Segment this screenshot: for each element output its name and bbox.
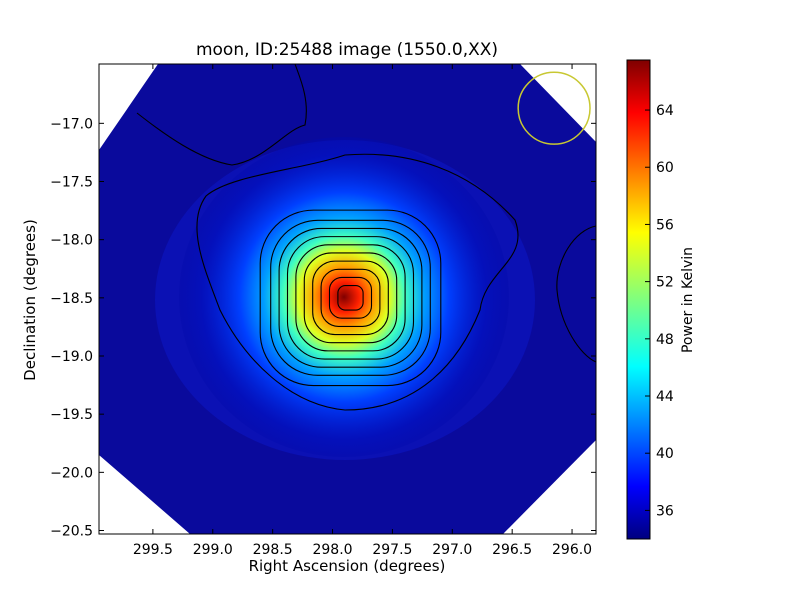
colorbar-tick-label: 36 [656,503,674,519]
colorbar-label: Power in Kelvin [680,247,696,353]
chart-title: moon, ID:25488 image (1550.0,XX) [196,40,498,60]
colorbar-tick-label: 64 [656,103,674,119]
y-tick-label: −17.0 [50,116,93,132]
y-tick-label: −20.5 [50,524,93,540]
plot-frame [98,63,597,535]
source-glow [179,137,509,457]
x-axis-label: Right Ascension (degrees) [249,557,446,575]
contour-ring [270,219,431,376]
x-tick-label: 298.5 [253,542,293,558]
y-tick-label: −17.5 [50,175,93,191]
colorbar-tick-label: 60 [656,160,674,176]
beam-marker [517,71,591,145]
colorbar-ticks: 36 40 44 48 52 56 60 64 [645,103,674,519]
contour-ring [286,236,415,360]
y-tick-label: −18.0 [50,233,93,249]
x-tick-label: 297.0 [432,542,472,558]
contour-northwest [136,64,307,166]
contour-ring [278,227,423,368]
x-tick-label: 296.5 [492,542,532,558]
colorbar-tick-label: 48 [656,332,674,348]
y-tick-label: −19.0 [50,349,93,365]
contour-ring [337,285,364,311]
x-axis: 299.5 299.0 298.5 298.0 297.5 297.0 296.5 296.0 [133,64,592,558]
x-tick-label: 296.0 [552,542,592,558]
y-tick-label: −18.5 [50,291,93,307]
colorbar-tick-label: 52 [656,275,674,291]
colorbar: 36 40 44 48 52 56 60 64 Power in Kelvin [626,59,696,540]
x-tick-label: 299.0 [193,542,233,558]
x-tick-label: 297.5 [372,542,412,558]
colorbar-tick-label: 56 [656,217,674,233]
contour-ring [328,276,373,319]
plot-area [98,63,597,535]
y-axis-label: Declination (degrees) [21,219,39,381]
colorbar-tick-label: 40 [656,446,674,462]
contour-ring [320,268,381,327]
contour-ring [312,260,389,336]
contour-outer [196,153,519,411]
contour-east [556,225,596,363]
x-tick-label: 298.0 [312,542,352,558]
y-axis: −17.0 −17.5 −18.0 −18.5 −19.0 −19.5 −20.0 −20.5 [50,116,596,540]
colorbar-tick-label: 44 [656,389,674,405]
beam-circle [517,71,591,145]
x-tick-label: 299.5 [133,542,173,558]
colorbar-gradient [626,59,651,540]
contour-ring [303,252,398,344]
contour-ring [295,244,406,352]
contour-lines [136,64,596,411]
contour-ring [259,209,442,387]
y-tick-label: −19.5 [50,407,93,423]
y-tick-label: −20.0 [50,465,93,481]
